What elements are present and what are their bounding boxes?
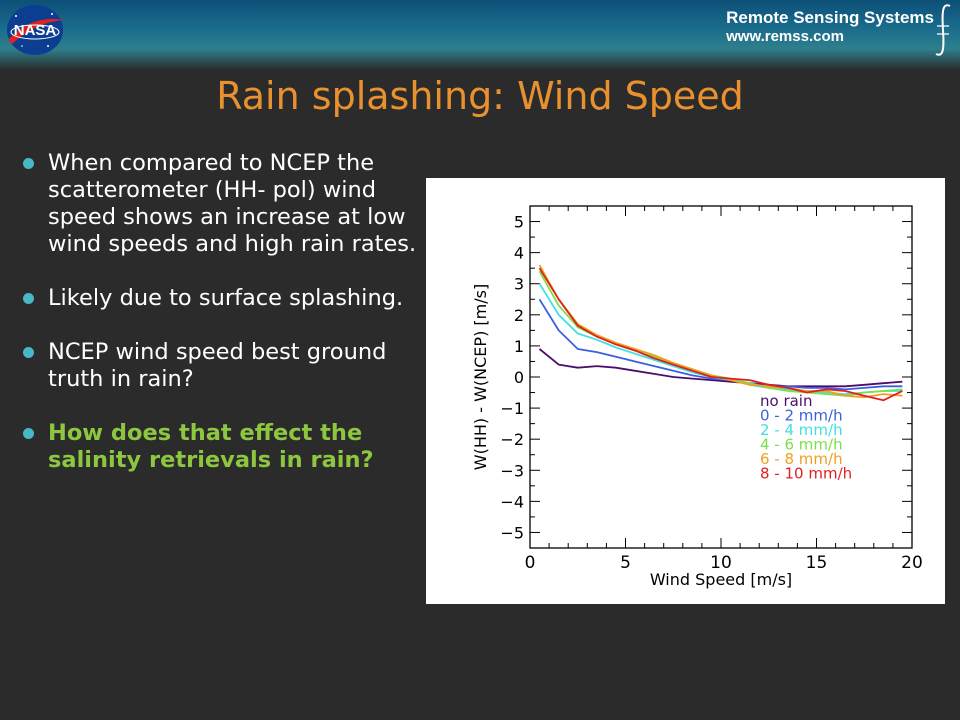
bullet-text: When compared to NCEP the scatterometer … — [48, 150, 417, 257]
series-line — [538, 267, 903, 402]
legend-entry: 2 - 4 mm/h — [760, 421, 843, 439]
legend-entry: 0 - 2 mm/h — [760, 407, 843, 425]
y-tick-label: −5 — [500, 523, 524, 542]
legend-entry: 4 - 6 mm/h — [760, 436, 843, 454]
bullet-text: How does that effect the salinity retrie… — [48, 420, 374, 473]
y-tick-label: 2 — [514, 306, 524, 325]
bullet-item: When compared to NCEP the scatterometer … — [20, 150, 428, 258]
bullet-text: Likely due to surface splashing. — [48, 285, 404, 311]
legend-entry: no rain — [760, 392, 813, 410]
y-tick-label: −2 — [500, 430, 524, 449]
y-tick-label: 3 — [514, 275, 524, 294]
series-line — [538, 298, 903, 391]
x-axis-title: Wind Speed [m/s] — [650, 570, 792, 589]
x-tick-label: 15 — [806, 553, 828, 573]
bullet-list: When compared to NCEP the scatterometer … — [20, 150, 428, 501]
y-tick-label: 5 — [514, 213, 524, 232]
chart-panel: 0 5 10 15 20 5 4 3 2 1 0 −1 −2 −3 −4 −5 Wind Speed [m/s]… — [426, 178, 945, 604]
bullet-dot-icon — [23, 158, 34, 169]
org-block: Remote Sensing Systems www.remss.com — [726, 8, 934, 45]
org-name: Remote Sensing Systems — [726, 8, 934, 27]
y-tick-label: 0 — [514, 368, 524, 387]
bullet-text: NCEP wind speed best ground truth in rai… — [48, 339, 387, 392]
y-tick-label: 1 — [514, 337, 524, 356]
x-tick-label: 0 — [525, 553, 536, 573]
bullet-dot-icon — [23, 293, 34, 304]
y-tick-label: −4 — [500, 492, 524, 511]
bullet-item: NCEP wind speed best ground truth in rai… — [20, 339, 428, 393]
x-tick-label: 5 — [620, 553, 631, 573]
bullet-item-highlight: How does that effect the salinity retrie… — [20, 420, 428, 474]
x-tick-label: 10 — [710, 553, 732, 573]
series-line — [538, 348, 903, 388]
nasa-logo: NASA — [7, 5, 64, 55]
bullet-dot-icon — [23, 428, 34, 439]
legend-entry: 8 - 10 mm/h — [760, 465, 852, 483]
bullet-dot-icon — [23, 347, 34, 358]
legend-entry: 6 - 8 mm/h — [760, 450, 843, 468]
slide-title: Rain splashing: Wind Speed — [216, 74, 744, 118]
nasa-logo-text: NASA — [14, 22, 57, 39]
y-tick-label: 4 — [514, 244, 524, 263]
y-axis-title: W(HH) - W(NCEP) [m/s] — [471, 284, 490, 470]
y-tick-label: −1 — [500, 399, 524, 418]
bullet-item: Likely due to surface splashing. — [20, 285, 428, 312]
x-tick-label: 20 — [901, 553, 923, 573]
header-band: NASA Remote Sensing Systems www.remss.co… — [0, 0, 960, 70]
org-url: www.remss.com — [726, 27, 844, 45]
y-tick-label: −3 — [500, 461, 524, 480]
integral-icon — [935, 4, 951, 56]
